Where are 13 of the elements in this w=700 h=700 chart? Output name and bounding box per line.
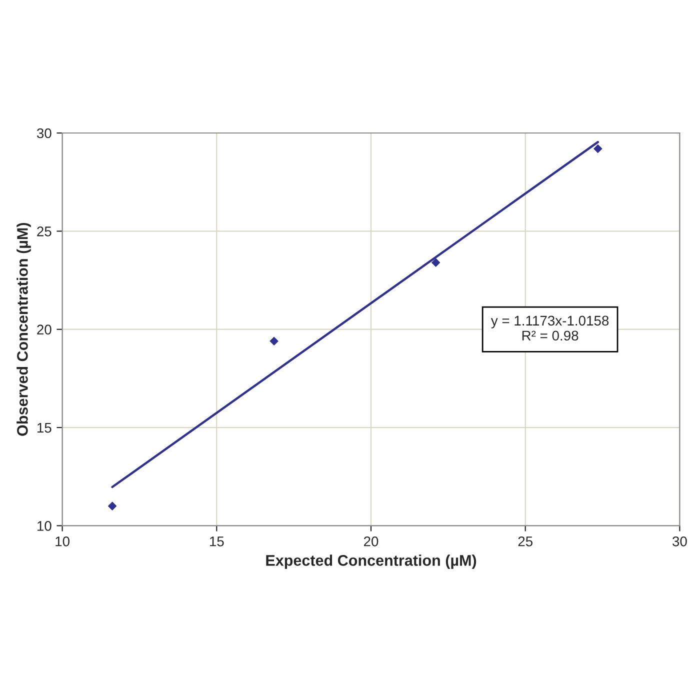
x-tick-label: 10 bbox=[56, 536, 70, 546]
y-tick-label: 15 bbox=[37, 423, 52, 433]
y-tick-label: 25 bbox=[37, 226, 52, 236]
annotation: y = 1.1173x-1.0158 R² = 0.98 bbox=[490, 316, 609, 341]
y-tick-label: 30 bbox=[36, 128, 52, 138]
x-axis-title: Expected Concentration (µM) bbox=[266, 554, 476, 569]
y-tick-label: 10 bbox=[37, 521, 52, 531]
x-tick-label: 30 bbox=[672, 536, 687, 546]
x-tick-label: 15 bbox=[210, 536, 224, 546]
x-tick-label: 20 bbox=[364, 536, 378, 546]
x-tick-label: 25 bbox=[518, 536, 532, 546]
y-tick-label: 20 bbox=[37, 324, 52, 335]
y-axis-title: Observed Concentration (µM) bbox=[16, 222, 31, 436]
